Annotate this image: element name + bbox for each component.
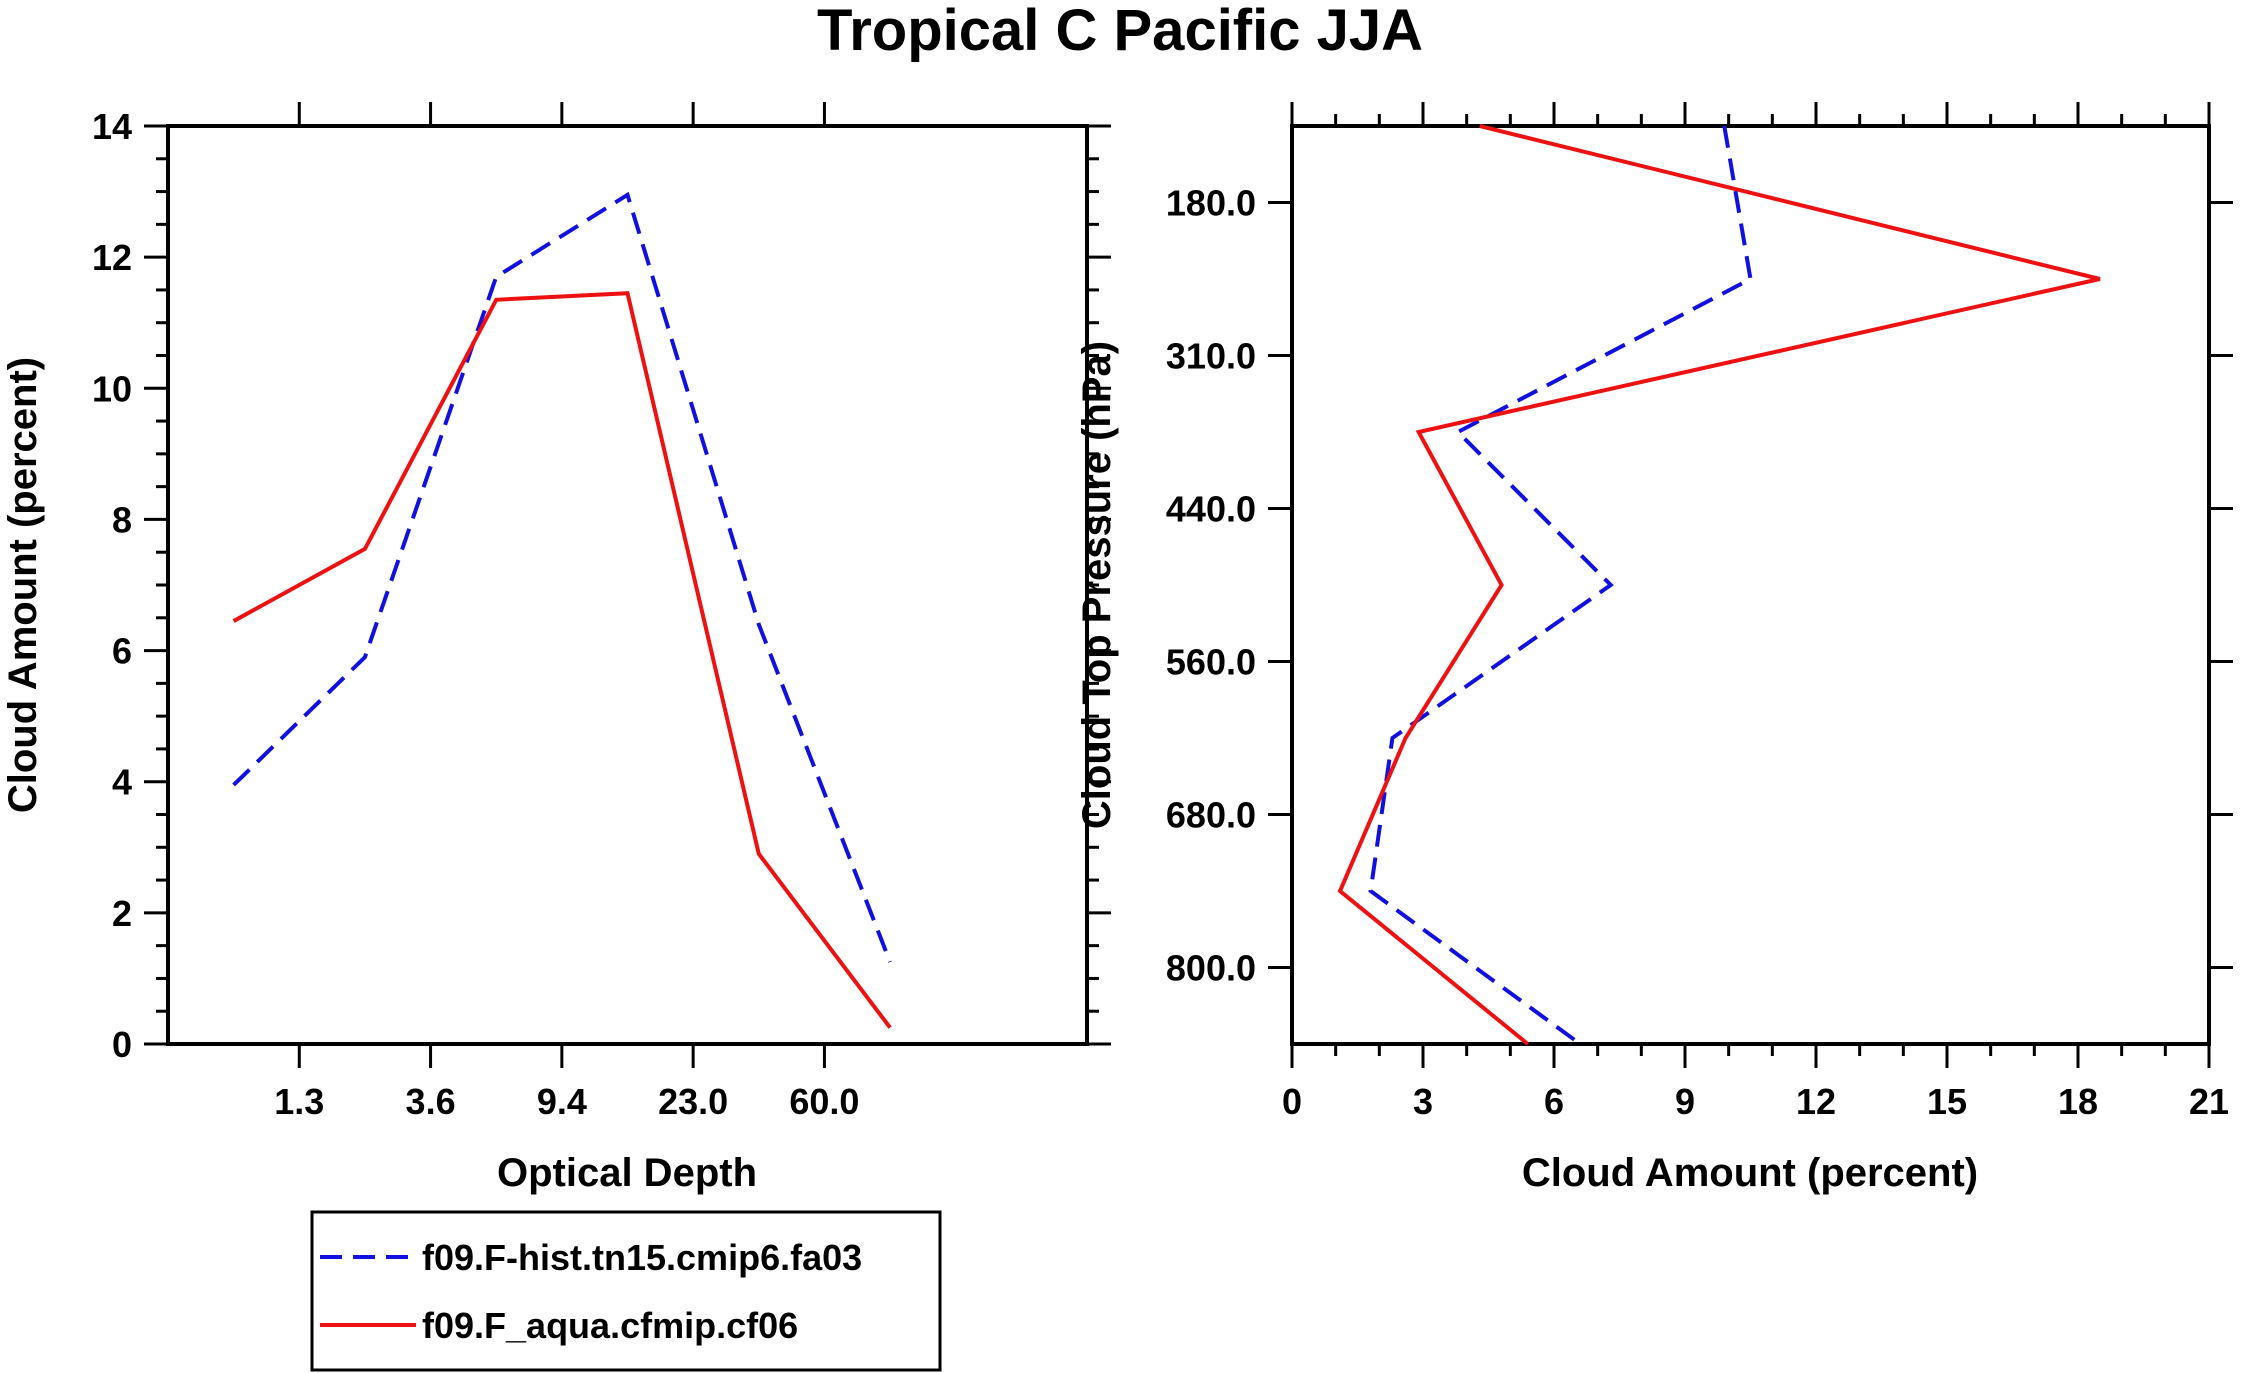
optical-depth-panel: 0 2 4 6 8 10 12 14 1.3 3.6 9.4 23.0 60.0 Optical Dep… — [1, 102, 1111, 1195]
y-tick-label: 310.0 — [1166, 336, 1256, 377]
x-tick-label: 12 — [1796, 1081, 1836, 1122]
pressure-y-axis-title: Cloud Top Pressure (hPa) — [1075, 341, 1119, 829]
y-tick-label: 800.0 — [1166, 948, 1256, 989]
figure-title: Tropical C Pacific JJA — [817, 0, 1423, 63]
legend-label-hist: f09.F-hist.tn15.cmip6.fa03 — [422, 1237, 862, 1278]
y-tick-label: 6 — [112, 631, 132, 672]
series-line-hist — [232, 191, 892, 963]
x-tick-label: 3 — [1413, 1081, 1433, 1122]
y-tick-label: 10 — [92, 368, 132, 409]
x-tick-label: 23.0 — [658, 1081, 728, 1122]
y-tick-label: 8 — [112, 499, 132, 540]
x-tick-label: 6 — [1544, 1081, 1564, 1122]
optical-depth-plot-frame — [166, 124, 1089, 1046]
y-tick-label: 560.0 — [1166, 642, 1256, 683]
pressure-series — [1337, 124, 2101, 1046]
series-line-aqua — [232, 291, 892, 1029]
x-tick-label: 60.0 — [789, 1081, 859, 1122]
y-tick-label: 0 — [112, 1024, 132, 1065]
y-tick-label: 440.0 — [1166, 489, 1256, 530]
x-tick-label: 15 — [1927, 1081, 1967, 1122]
x-tick-label: 0 — [1282, 1081, 1302, 1122]
x-tick-label: 21 — [2189, 1081, 2229, 1122]
optical-depth-series — [232, 191, 892, 1029]
y-tick-label: 2 — [112, 893, 132, 934]
series-line-hist — [1368, 125, 1753, 1046]
pressure-plot-frame — [1290, 124, 2211, 1046]
optical-depth-y-axis-title: Cloud Amount (percent) — [1, 357, 45, 813]
x-tick-label: 9.4 — [537, 1081, 587, 1122]
x-tick-label: 3.6 — [406, 1081, 456, 1122]
y-tick-label: 180.0 — [1166, 183, 1256, 224]
x-tick-label: 18 — [2058, 1081, 2098, 1122]
x-tick-label: 9 — [1675, 1081, 1695, 1122]
pressure-panel: 0 3 6 9 12 15 18 21 180.0 310.0 440.0 560.0 680.0 800… — [1075, 102, 2233, 1195]
y-tick-label: 680.0 — [1166, 795, 1256, 836]
series-line-aqua — [1337, 124, 2101, 1046]
y-tick-label: 12 — [92, 237, 132, 278]
optical-depth-x-axis-title: Optical Depth — [497, 1151, 757, 1195]
y-tick-label: 14 — [92, 106, 132, 147]
y-tick-label: 4 — [112, 762, 132, 803]
pressure-axes: 0 3 6 9 12 15 18 21 180.0 310.0 440.0 560.0 680.0 800… — [1166, 102, 2233, 1122]
legend-label-aqua: f09.F_aqua.cfmip.cf06 — [422, 1305, 798, 1346]
optical-depth-axes: 0 2 4 6 8 10 12 14 1.3 3.6 9.4 23.0 60.0 — [92, 102, 1111, 1122]
legend: f09.F-hist.tn15.cmip6.fa03 f09.F_aqua.cf… — [310, 1210, 942, 1372]
x-tick-label: 1.3 — [274, 1081, 324, 1122]
pressure-x-axis-title: Cloud Amount (percent) — [1522, 1151, 1978, 1195]
legend-box — [310, 1210, 942, 1372]
